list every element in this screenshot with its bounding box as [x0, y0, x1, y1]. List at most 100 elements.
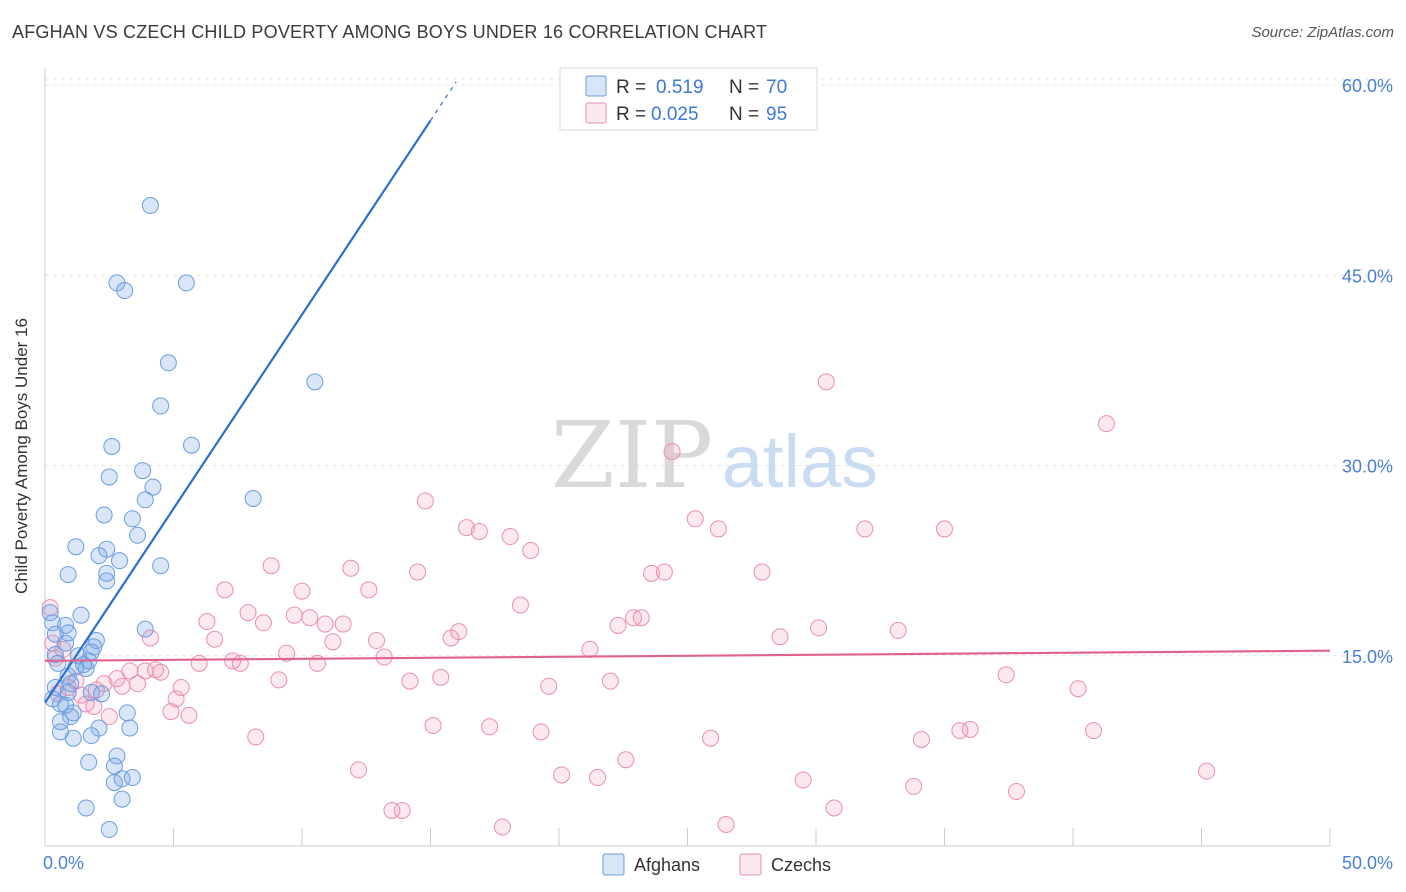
- afghan-point: [152, 557, 170, 575]
- czech-point: [997, 666, 1015, 684]
- afghan-point: [51, 713, 69, 731]
- czech-point: [247, 728, 265, 746]
- czech-point: [350, 761, 368, 779]
- czech-point: [912, 730, 930, 748]
- czech-point: [825, 799, 843, 817]
- czech-point: [609, 616, 627, 634]
- czech-point: [511, 596, 529, 614]
- czech-point: [663, 443, 681, 461]
- czech-point: [162, 703, 180, 721]
- czech-point: [1198, 762, 1216, 780]
- czech-point: [470, 522, 488, 540]
- czech-point: [301, 609, 319, 627]
- afghan-point: [177, 274, 195, 292]
- czech-point: [285, 606, 303, 624]
- czech-point: [95, 675, 113, 693]
- afghan-point: [59, 566, 77, 584]
- czech-point: [141, 629, 159, 647]
- afghan-point: [182, 436, 200, 454]
- czech-point: [216, 581, 234, 599]
- afghan-point: [72, 606, 90, 624]
- afghan-point: [244, 489, 262, 507]
- afghan-points: [41, 197, 324, 839]
- czech-point: [905, 777, 923, 795]
- czech-point: [152, 663, 170, 681]
- czech-point: [324, 633, 342, 651]
- afghan-point: [41, 604, 59, 622]
- chart-title: AFGHAN VS CZECH CHILD POVERTY AMONG BOYS…: [12, 22, 768, 42]
- czech-point: [383, 801, 401, 819]
- czech-point: [190, 654, 208, 672]
- czech-point: [334, 615, 352, 633]
- afghan-point: [57, 634, 75, 652]
- top-legend: R = 0.519 N = 70 R = 0.025 N = 95: [559, 67, 818, 131]
- czech-point: [589, 769, 607, 787]
- czech-point: [1069, 680, 1087, 698]
- czech-point: [794, 771, 812, 789]
- afghan-point: [129, 526, 147, 544]
- legend-box: [559, 67, 818, 131]
- czech-point: [717, 815, 735, 833]
- czech-point: [686, 510, 704, 528]
- czech-point: [262, 557, 280, 575]
- czech-point: [522, 541, 540, 559]
- afghan-point: [113, 770, 131, 788]
- afghan-point: [77, 799, 95, 817]
- bottom-legend-swatch-czechs: [739, 853, 762, 876]
- afghan-point: [108, 747, 126, 765]
- afghan-point: [136, 620, 154, 638]
- trend-lines: [44, 81, 1331, 704]
- legend-r-label: R =: [616, 104, 646, 125]
- czech-point: [581, 640, 599, 658]
- x-tick-label: 50.0%: [1342, 853, 1393, 873]
- afghan-point: [67, 538, 85, 556]
- czech-point: [1007, 782, 1025, 800]
- czech-point: [856, 520, 874, 538]
- czech-point: [231, 654, 249, 672]
- afghan-point: [121, 719, 139, 737]
- afghan-point: [144, 478, 162, 496]
- czech-point: [655, 563, 673, 581]
- czech-point: [753, 563, 771, 581]
- czech-point: [1085, 722, 1103, 740]
- czech-point: [113, 677, 131, 695]
- czech-point: [617, 751, 635, 769]
- czech-trend-line: [44, 649, 1331, 662]
- afghan-point: [136, 491, 154, 509]
- czech-point: [72, 686, 90, 704]
- afghan-point: [59, 624, 77, 642]
- czech-point: [889, 621, 907, 639]
- czech-point: [632, 609, 650, 627]
- czech-point: [450, 623, 468, 641]
- legend-swatch-afghans: [585, 75, 607, 97]
- afghan-point: [80, 753, 98, 771]
- legend-n-value: 70: [766, 77, 787, 98]
- czech-point: [1097, 415, 1115, 433]
- afghan-point: [82, 727, 100, 745]
- tick-labels: 15.0% 30.0% 45.0% 60.0% 0.0% 50.0%: [43, 76, 1393, 873]
- czech-point: [771, 628, 789, 646]
- afghan-point: [105, 774, 123, 792]
- czech-point: [254, 614, 272, 632]
- afghan-point: [113, 790, 131, 808]
- czech-point: [810, 619, 828, 637]
- x-tick-label: 0.0%: [43, 853, 84, 873]
- czech-point: [393, 801, 411, 819]
- czech-point: [270, 671, 288, 689]
- afghan-point: [100, 821, 118, 839]
- czech-point: [100, 708, 118, 726]
- czech-point: [643, 564, 661, 582]
- legend-r-label: R =: [616, 77, 646, 98]
- afghan-point: [141, 197, 159, 215]
- czech-point: [532, 723, 550, 741]
- czech-point: [85, 697, 103, 715]
- afghan-point: [98, 572, 116, 590]
- bottom-legend: Afghans Czechs: [602, 853, 831, 876]
- legend-n-value: 95: [766, 104, 787, 125]
- afghan-trend-line: [44, 119, 432, 704]
- czech-point: [239, 604, 257, 622]
- afghan-point: [123, 510, 141, 528]
- czech-point: [961, 720, 979, 738]
- afghan-point: [306, 373, 324, 391]
- afghan-point: [62, 708, 80, 726]
